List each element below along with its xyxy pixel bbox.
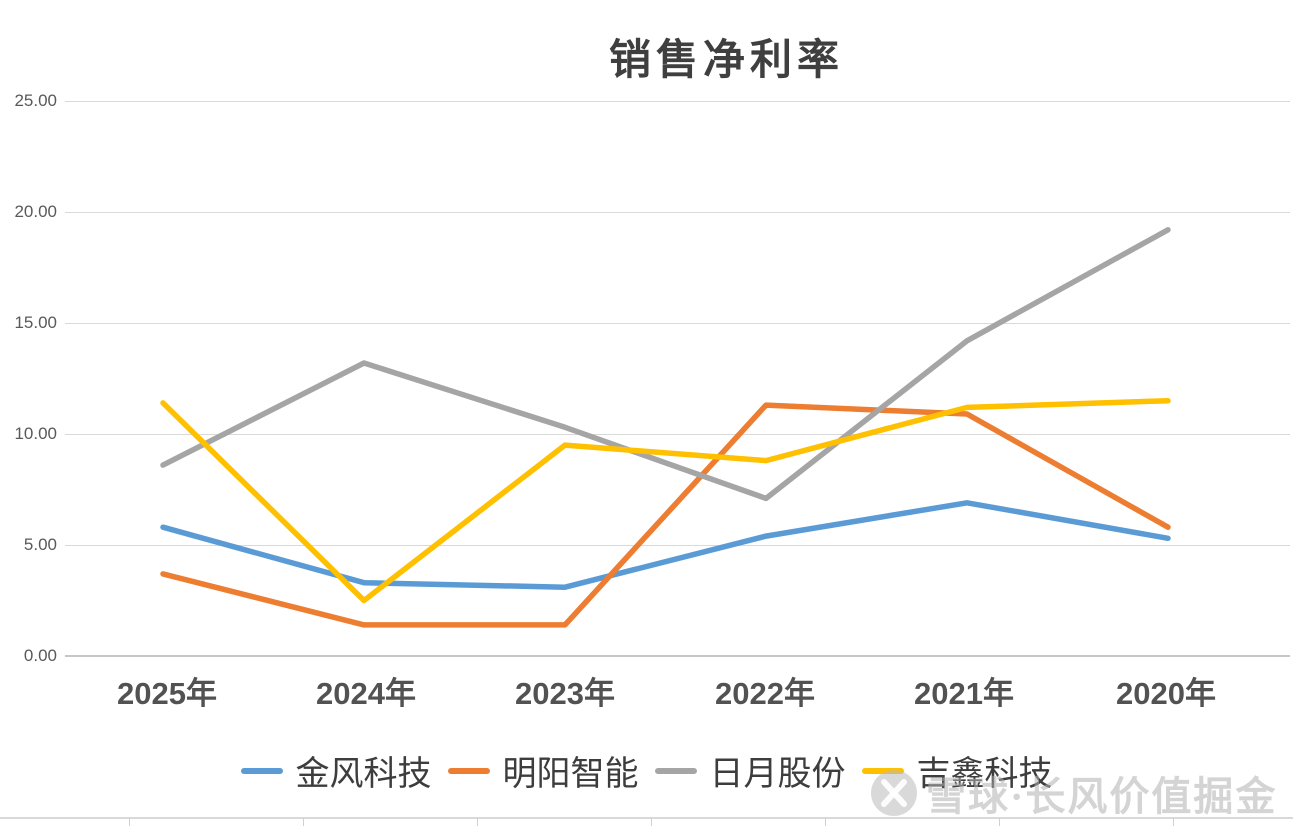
x-axis-line — [65, 655, 1290, 657]
y-axis-tick-label: 20.00 — [14, 202, 57, 221]
legend-marker-line-icon — [861, 767, 904, 774]
worksheet-cell-border — [303, 818, 304, 826]
legend-label: 明阳智能 — [502, 756, 639, 793]
worksheet-cell-border — [129, 818, 130, 826]
x-axis-tick-label: 2020年 — [1116, 676, 1216, 711]
worksheet-cell-border — [999, 818, 1000, 826]
x-axis-tick-label: 2024年 — [316, 676, 416, 711]
y-axis-tick-label: 10.00 — [14, 424, 57, 443]
chart-legend: 金风科技 明阳智能 日月股份 吉鑫科技 — [0, 746, 1293, 795]
legend-item: 吉鑫科技 — [861, 746, 1053, 795]
legend-item: 金风科技 — [240, 746, 432, 795]
y-axis-tick-label: 15.00 — [14, 313, 57, 332]
legend-marker-line-icon — [447, 767, 490, 774]
worksheet-cell-border — [477, 818, 478, 826]
legend-label: 金风科技 — [295, 756, 432, 793]
x-axis-tick-label: 2021年 — [914, 676, 1014, 711]
worksheet-row-border — [0, 817, 1293, 819]
gridline-25 — [65, 101, 1290, 102]
series-line-0 — [160, 500, 1171, 590]
chart-title: 销售净利率 — [608, 38, 844, 84]
y-axis-tick-label: 0.00 — [23, 646, 57, 665]
y-axis-tick-label: 5.00 — [23, 535, 57, 554]
series-line-1 — [160, 402, 1171, 628]
gridline-10 — [65, 434, 1290, 435]
worksheet-cell-border — [651, 818, 652, 826]
legend-item: 明阳智能 — [447, 746, 639, 795]
series-line-3 — [160, 397, 1171, 604]
legend-label: 日月股份 — [709, 756, 846, 793]
x-axis-tick-label: 2023年 — [515, 676, 615, 711]
legend-item: 日月股份 — [654, 746, 846, 795]
y-axis-tick-label: 25.00 — [14, 91, 57, 110]
worksheet-cell-border — [825, 818, 826, 826]
gridline-15 — [65, 323, 1290, 324]
legend-marker-line-icon — [654, 767, 697, 774]
legend-marker-line-icon — [240, 767, 283, 774]
x-axis-tick-label: 2022年 — [715, 676, 815, 711]
gridline-20 — [65, 212, 1290, 213]
series-line-2 — [160, 227, 1171, 502]
worksheet-cell-border — [1173, 818, 1174, 826]
gridline-5 — [65, 545, 1290, 546]
legend-label: 吉鑫科技 — [916, 756, 1053, 793]
x-axis-tick-label: 2025年 — [117, 676, 217, 711]
